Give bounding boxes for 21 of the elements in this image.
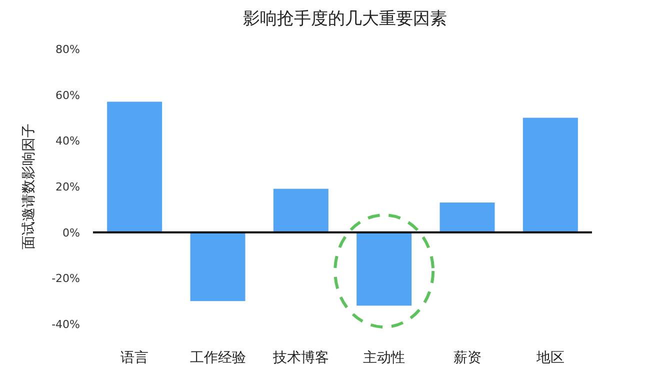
chart-title: 影响抢手度的几大重要因素: [243, 9, 447, 29]
x-tick-label: 技术博客: [272, 350, 329, 366]
x-tick-label: 地区: [535, 350, 564, 366]
x-tick-label: 主动性: [363, 350, 406, 366]
bar: [356, 232, 412, 306]
bar: [522, 118, 578, 232]
y-tick-label: 0%: [62, 226, 80, 240]
y-tick-label: 80%: [56, 43, 80, 56]
bar: [107, 102, 162, 232]
x-tick-label: 语言: [120, 350, 149, 366]
y-tick-label: 20%: [56, 180, 80, 194]
y-tick-label: 60%: [56, 88, 80, 102]
bar: [440, 202, 495, 232]
x-tick-label: 工作经验: [190, 350, 246, 366]
y-tick-label: -40%: [52, 318, 80, 331]
bar: [190, 232, 246, 302]
x-tick-label: 薪资: [453, 350, 482, 366]
bar: [273, 188, 328, 232]
y-axis-title: 面试邀请数影响因子: [21, 124, 37, 250]
y-tick-label: -20%: [52, 272, 80, 286]
y-tick-label: 40%: [56, 134, 80, 148]
